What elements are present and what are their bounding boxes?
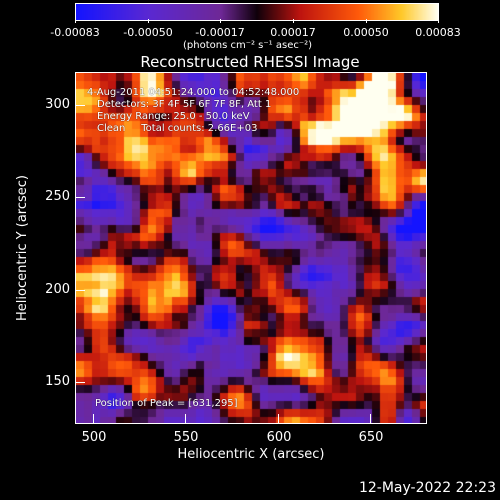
colorbar-tick: [220, 19, 221, 23]
detectors-text: Detectors: 3F 4F 5F 6F 7F 8F, Att 1: [97, 99, 272, 110]
x-tick: [370, 414, 371, 424]
x-axis-label: Heliocentric X (arcsec): [177, 447, 325, 462]
colorbar-label: 0.00083: [415, 26, 461, 39]
peak-position-text: Position of Peak = [631,295]: [95, 398, 238, 409]
x-tick: [278, 414, 279, 424]
y-tick-label: 150: [45, 374, 70, 389]
colorbar: [75, 3, 439, 21]
colorbar-label: 0.00017: [270, 26, 316, 39]
colorbar-tick: [148, 19, 149, 23]
colorbar-tick: [366, 19, 367, 23]
x-tick: [185, 414, 186, 424]
x-tick-label: 500: [81, 430, 107, 445]
y-tick: [75, 105, 85, 106]
colorbar-tick: [75, 19, 76, 23]
rhessi-image-map: [76, 73, 426, 423]
y-tick-label: 250: [45, 189, 70, 204]
y-axis-label: Heliocentric Y (arcsec): [15, 175, 30, 321]
timestamp: 12-May-2022 22:23: [358, 480, 496, 496]
colorbar-tick: [293, 19, 294, 23]
x-tick: [93, 414, 94, 424]
image-plot: 4-Aug-2011 04:51:24.000 to 04:52:48.000 …: [75, 72, 427, 424]
x-tick-label: 650: [358, 430, 384, 445]
colorbar-units: (photons cm⁻² s⁻¹ asec⁻²): [183, 40, 313, 51]
y-tick: [75, 197, 85, 198]
colorbar-label: -0.00050: [123, 26, 173, 39]
x-tick-label: 600: [266, 430, 292, 445]
colorbar-label: 0.00050: [343, 26, 389, 39]
y-tick: [75, 382, 85, 383]
y-tick-label: 200: [45, 282, 70, 297]
colorbar-label: -0.00017: [195, 26, 245, 39]
time-range-text: 4-Aug-2011 04:51:24.000 to 04:52:48.000: [87, 87, 300, 98]
y-tick-label: 300: [45, 97, 70, 112]
total-counts-text: Clean Total counts: 2.66E+03: [97, 123, 258, 134]
y-tick: [75, 290, 85, 291]
energy-range-text: Energy Range: 25.0 - 50.0 keV: [97, 111, 250, 122]
plot-title: Reconstructed RHESSI Image: [140, 53, 360, 71]
colorbar-tick: [438, 19, 439, 23]
x-tick-label: 550: [173, 430, 199, 445]
colorbar-label: -0.00083: [50, 26, 100, 39]
